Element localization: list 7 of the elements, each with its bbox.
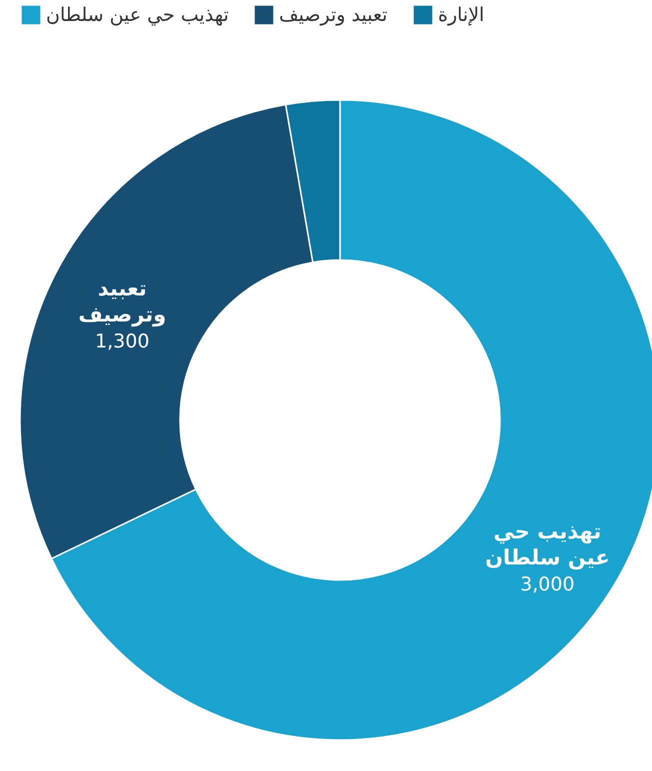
legend-label: تعبيد وترصيف xyxy=(279,4,388,26)
data-label: 3,000 xyxy=(520,573,575,596)
slice-label: تهذيب حي عين سلطان xyxy=(485,519,610,570)
legend-label: تهذيب حي عين سلطان xyxy=(46,4,229,26)
data-label: 1,300 xyxy=(95,330,150,353)
legend-label: الإنارة xyxy=(438,4,484,26)
slice-label: تعبيد وترصيف xyxy=(78,276,166,328)
